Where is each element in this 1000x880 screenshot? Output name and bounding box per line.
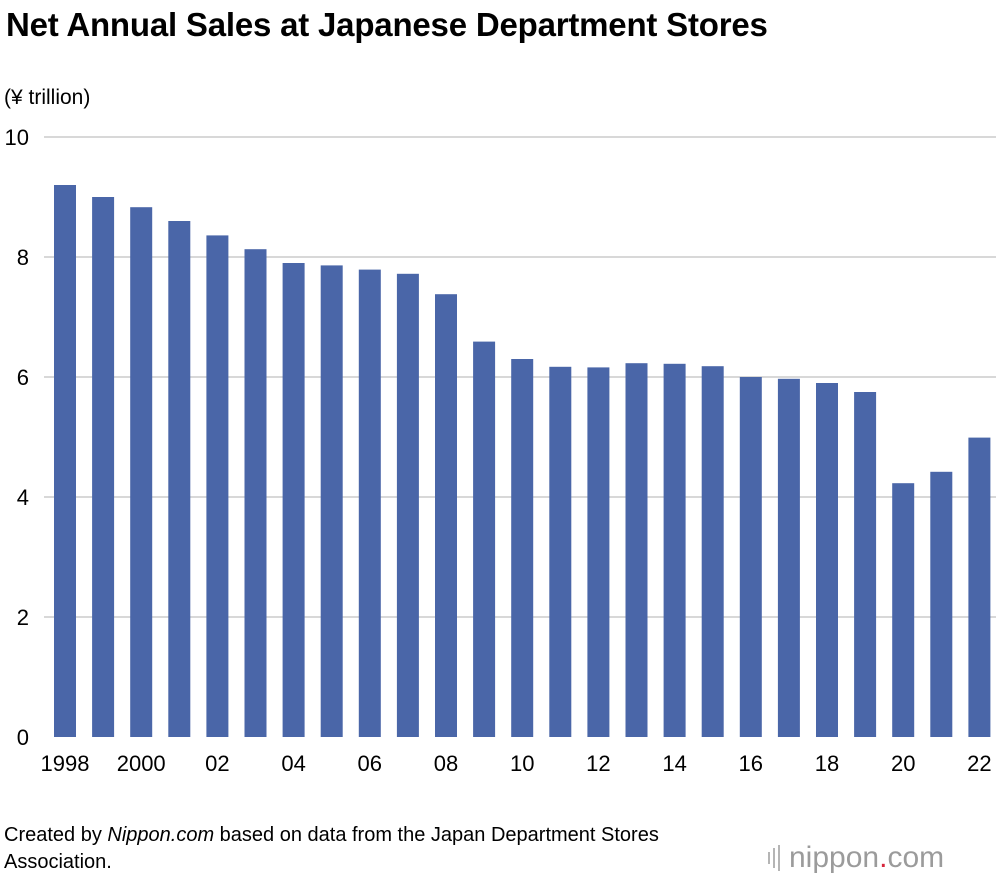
y-tick-label: 0 [17, 725, 29, 750]
y-axis-unit-label: (¥ trillion) [4, 86, 90, 109]
bar-2015 [701, 366, 724, 737]
bar-2012 [587, 367, 610, 737]
x-tick-label: 22 [967, 751, 991, 776]
logo-tld: com [887, 841, 945, 874]
bar-2005 [320, 265, 343, 737]
y-tick-labels: 0 2 4 6 8 10 [5, 125, 29, 750]
bar-2016 [739, 377, 762, 737]
x-tick-label: 2000 [117, 751, 166, 776]
x-tick-label: 08 [434, 751, 458, 776]
source-suffix: based on data from the Japan Department … [4, 824, 659, 873]
source-name: Nippon.com [107, 824, 215, 846]
x-tick-label: 06 [358, 751, 382, 776]
x-tick-label: 10 [510, 751, 534, 776]
bar-2007 [396, 273, 419, 737]
y-tick-label: 8 [17, 245, 29, 270]
bar-2000 [130, 207, 153, 737]
bar-2001 [168, 221, 191, 737]
x-tick-label: 14 [662, 751, 686, 776]
y-tick-label: 6 [17, 365, 29, 390]
bar-2009 [473, 341, 496, 737]
bar-2002 [206, 235, 229, 737]
y-tick-label: 2 [17, 605, 29, 630]
logo-bars-icon [768, 845, 783, 871]
bar-2010 [511, 359, 534, 737]
bar-2022 [968, 437, 991, 737]
x-tick-label: 18 [815, 751, 839, 776]
bar-2006 [358, 269, 381, 737]
bar-2013 [625, 363, 648, 737]
x-tick-labels: 1998 2000 02 04 06 08 10 12 14 16 18 20 22 [41, 751, 992, 776]
bars [54, 185, 991, 737]
bar-2004 [282, 263, 305, 737]
chart-title: Net Annual Sales at Japanese Department … [6, 6, 768, 43]
bar-2017 [777, 378, 800, 737]
nippon-logo: nippon. com [768, 840, 944, 876]
bar-2021 [930, 471, 953, 737]
bar-2018 [816, 383, 838, 737]
bar-2014 [663, 363, 686, 737]
logo-text: nippon [789, 841, 880, 874]
bar-2019 [854, 392, 877, 737]
bar-2020 [892, 483, 915, 737]
bar-2008 [435, 294, 457, 737]
y-tick-label: 4 [17, 485, 29, 510]
logo-dot: . [879, 841, 888, 874]
source-note: Created by Nippon.com based on data from… [4, 822, 764, 876]
x-tick-label: 1998 [41, 751, 90, 776]
x-tick-label: 20 [891, 751, 915, 776]
x-tick-label: 04 [281, 751, 305, 776]
x-tick-label: 16 [739, 751, 763, 776]
y-tick-label: 10 [5, 125, 29, 150]
bar-2011 [549, 366, 572, 737]
x-tick-label: 12 [586, 751, 610, 776]
x-tick-label: 02 [205, 751, 229, 776]
source-prefix: Created by [4, 824, 108, 846]
bar-1999 [92, 197, 115, 737]
bar-1998 [54, 185, 76, 737]
bar-2003 [244, 249, 267, 737]
